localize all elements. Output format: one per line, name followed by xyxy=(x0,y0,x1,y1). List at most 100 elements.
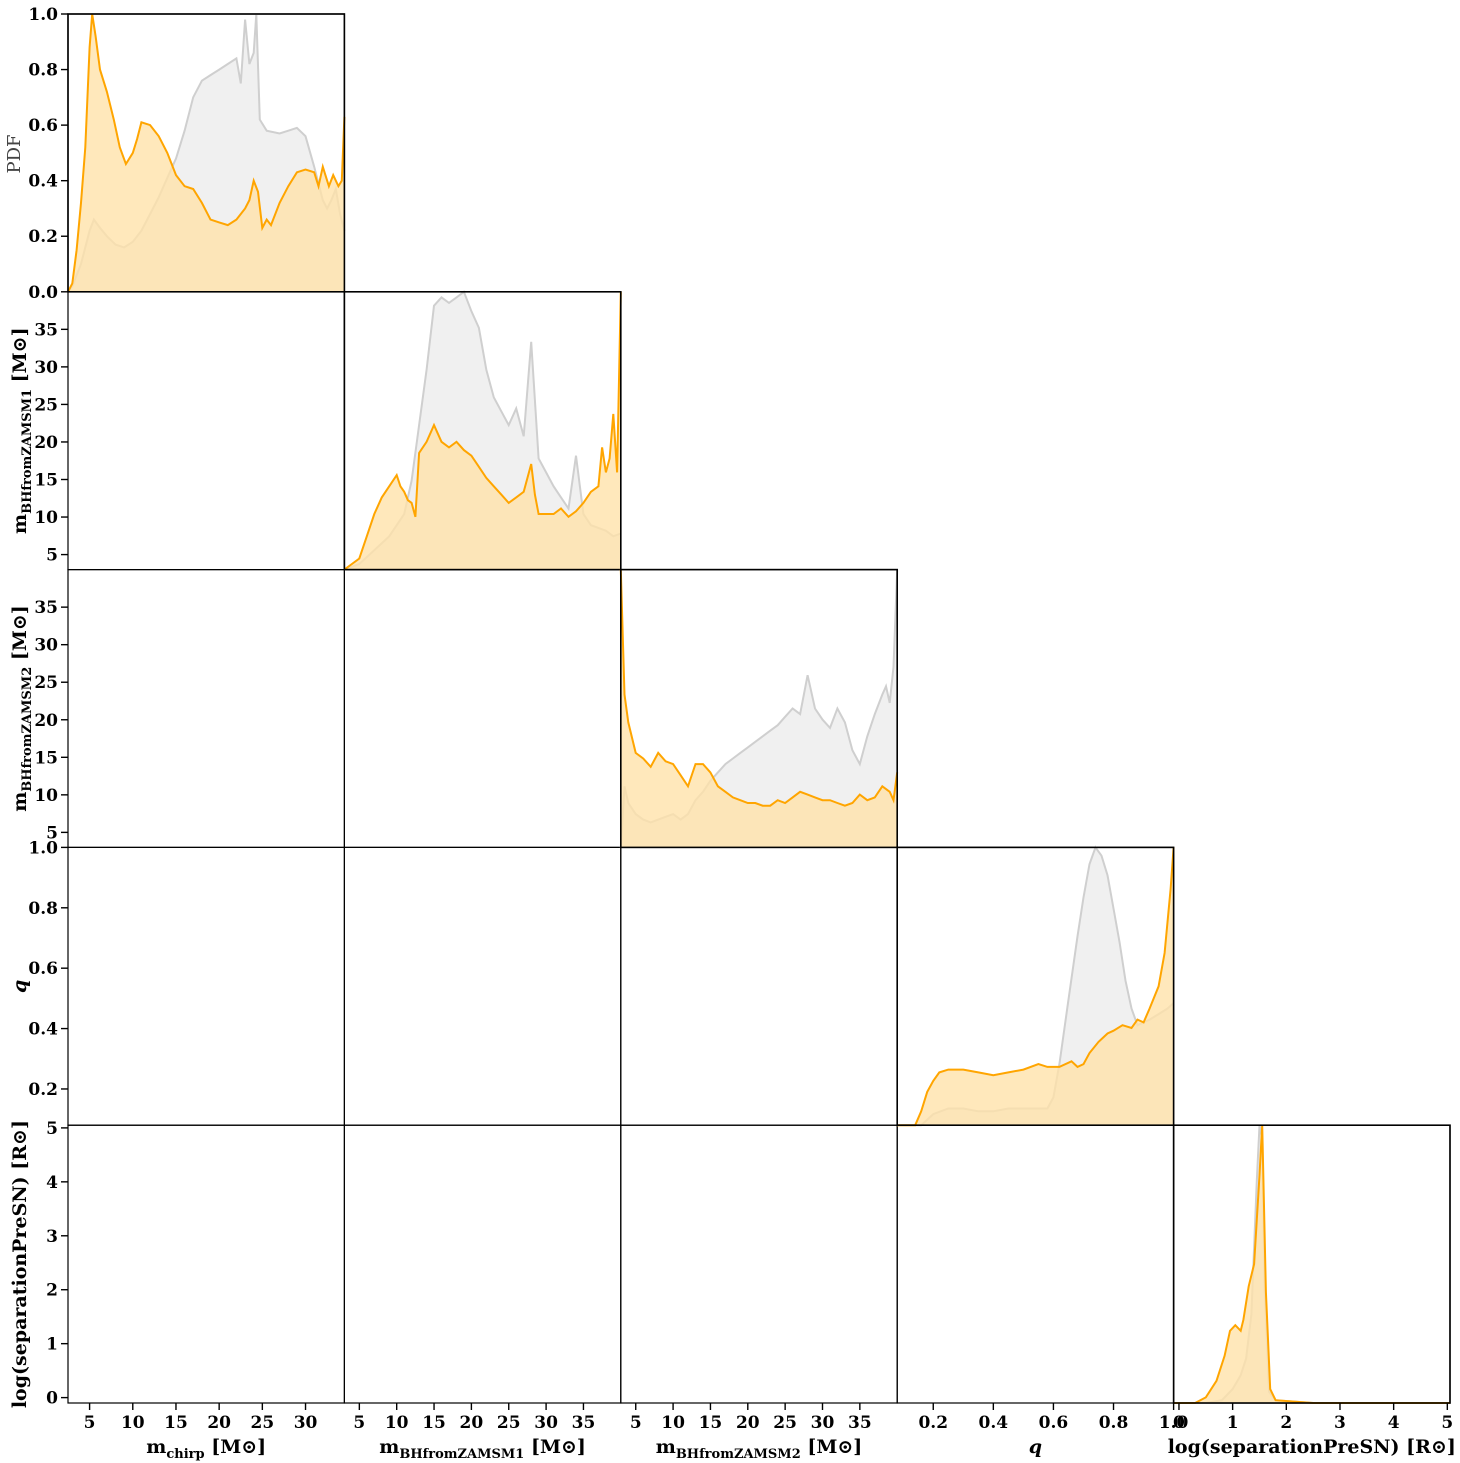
x-tick-label: 15 xyxy=(422,1413,446,1433)
label-unit: [M⊙] xyxy=(524,1436,586,1458)
label-main: m xyxy=(656,1436,676,1458)
x-tick-label: 5 xyxy=(1441,1413,1453,1433)
x-tick-label: 20 xyxy=(207,1413,231,1433)
y-tick-label: 1.0 xyxy=(28,5,58,25)
x-tick-label: 3 xyxy=(1334,1413,1346,1433)
highlight-area-m1 xyxy=(344,291,621,570)
x-axis-mchirp: 5 10 15 20 25 30 mchirp [M⊙] xyxy=(84,1403,318,1462)
x-tick-label: 15 xyxy=(164,1413,188,1433)
panel-frame xyxy=(343,846,622,1126)
x-tick-label: 0.2 xyxy=(918,1413,948,1433)
diag-m1 xyxy=(343,290,622,571)
label-main: m xyxy=(379,1436,399,1458)
x-tick-label: 20 xyxy=(460,1413,484,1433)
y-axis-mchirp: 0.0 0.2 0.4 0.6 0.8 1.0 xyxy=(28,5,68,303)
panel-logsep-vs-mchirp xyxy=(67,1124,345,1404)
panel-logsep-vs-m1 xyxy=(343,1124,622,1404)
diag-frame xyxy=(343,290,622,571)
x-tick-label: 10 xyxy=(661,1413,685,1433)
x-axis-m1: 5 10 15 20 25 30 35 mBHfromZAMSM1 [M⊙] xyxy=(353,1403,595,1462)
y-tick-label: 35 xyxy=(34,598,58,618)
x-axis-title: mBHfromZAMSM2 [M⊙] xyxy=(656,1436,863,1462)
x-axis-title: log(separationPreSN) [R⊙] xyxy=(1168,1436,1456,1458)
y-tick-label: 0.2 xyxy=(28,1080,58,1100)
panel-frame xyxy=(896,1124,1175,1404)
label-main: log(separationPreSN) [R xyxy=(9,1145,31,1408)
y-tick-label: 20 xyxy=(34,433,58,453)
x-tick-label: 35 xyxy=(848,1413,872,1433)
x-tick-label: 10 xyxy=(121,1413,145,1433)
highlight-line-m2 xyxy=(619,569,899,807)
panel-frame xyxy=(343,1124,622,1404)
label-main: log(separationPreSN) [R xyxy=(1168,1436,1431,1458)
panel-frame xyxy=(620,846,898,1126)
x-tick-label: 25 xyxy=(251,1413,275,1433)
y-tick-label: 35 xyxy=(34,320,58,340)
label-subscript: BHfromZAMSM1 xyxy=(399,1447,524,1462)
panel-logsep-vs-logsep xyxy=(1172,1124,1451,1404)
y-tick-label: 1.0 xyxy=(28,838,58,858)
label-unit: ⊙] xyxy=(1431,1436,1456,1458)
highlight-line-q xyxy=(897,847,1175,1127)
panel-frame xyxy=(343,568,622,848)
highlight-line-logsep xyxy=(1173,1125,1450,1404)
x-tick-label: 15 xyxy=(699,1413,723,1433)
label-unit: [M⊙] xyxy=(9,327,31,389)
highlight-area-m2 xyxy=(620,569,898,848)
label-main: q xyxy=(1029,1436,1042,1458)
panel-q-vs-m1 xyxy=(343,846,622,1126)
y-tick-label: 25 xyxy=(34,395,58,415)
highlight-line-m1 xyxy=(343,291,622,571)
x-tick-label: 35 xyxy=(572,1413,596,1433)
y-tick-label: 5 xyxy=(46,1119,58,1139)
y-axis-title: mBHfromZAMSM1 [M⊙] xyxy=(9,327,35,534)
label-main: m xyxy=(146,1436,166,1458)
x-axis-q: 0.2 0.4 0.6 0.8 1.0 q xyxy=(918,1403,1189,1458)
y-tick-label: 0.6 xyxy=(28,959,58,979)
diag-frame xyxy=(67,13,346,293)
y-tick-label: 30 xyxy=(34,636,58,656)
diag-y-title: PDF xyxy=(4,134,25,173)
y-axis-title: mBHfromZAMSM2 [M⊙] xyxy=(9,605,35,812)
label-subscript: BHfromZAMSM1 xyxy=(20,389,35,514)
label-subscript: chirp xyxy=(166,1447,204,1462)
y-tick-label: 10 xyxy=(34,786,58,806)
reference-line-m1 xyxy=(344,290,622,571)
label-main: q xyxy=(9,980,31,993)
x-tick-label: 5 xyxy=(630,1413,642,1433)
diag-frame xyxy=(896,846,1175,1127)
panel-q-vs-mchirp xyxy=(67,846,345,1126)
label-unit: [M⊙] xyxy=(205,1436,267,1458)
y-tick-label: 5 xyxy=(46,823,58,843)
y-axis-logsep: 0 1 2 3 4 5 log(separationPreSN) [R⊙] xyxy=(9,1119,68,1409)
diag-logsep xyxy=(1172,1124,1451,1404)
highlight-area-q xyxy=(897,847,1174,1126)
diag-frame xyxy=(619,568,898,849)
x-tick-label: 5 xyxy=(84,1413,96,1433)
y-tick-label: 0.4 xyxy=(28,1020,58,1040)
x-tick-label: 0.8 xyxy=(1099,1413,1129,1433)
reference-area-m1 xyxy=(344,291,621,570)
x-tick-label: 0.4 xyxy=(979,1413,1009,1433)
diag-frame xyxy=(1172,1124,1451,1404)
panel-frame xyxy=(67,846,345,1126)
y-tick-label: 2 xyxy=(46,1281,58,1301)
x-tick-label: 10 xyxy=(385,1413,409,1433)
x-tick-label: 5 xyxy=(353,1413,365,1433)
x-tick-label: 20 xyxy=(736,1413,760,1433)
label-subscript: BHfromZAMSM2 xyxy=(20,667,35,792)
y-tick-label: 0.6 xyxy=(28,116,58,136)
x-tick-label: 1.0 xyxy=(1159,1413,1189,1433)
panel-frame xyxy=(67,568,345,848)
panel-frame xyxy=(67,1124,345,1404)
x-axis-logsep: 0 1 2 3 4 5 log(separationPreSN) [R⊙] xyxy=(1168,1403,1456,1458)
panel-m2-vs-m1 xyxy=(343,568,622,848)
label-main: m xyxy=(9,792,31,812)
y-tick-label: 0.2 xyxy=(28,227,58,247)
x-tick-label: 0 xyxy=(1173,1413,1185,1433)
x-axis-title: mchirp [M⊙] xyxy=(146,1436,266,1462)
reference-area-m2 xyxy=(620,569,898,848)
panel-logsep-vs-q xyxy=(896,1124,1175,1404)
y-tick-label: 30 xyxy=(34,358,58,378)
